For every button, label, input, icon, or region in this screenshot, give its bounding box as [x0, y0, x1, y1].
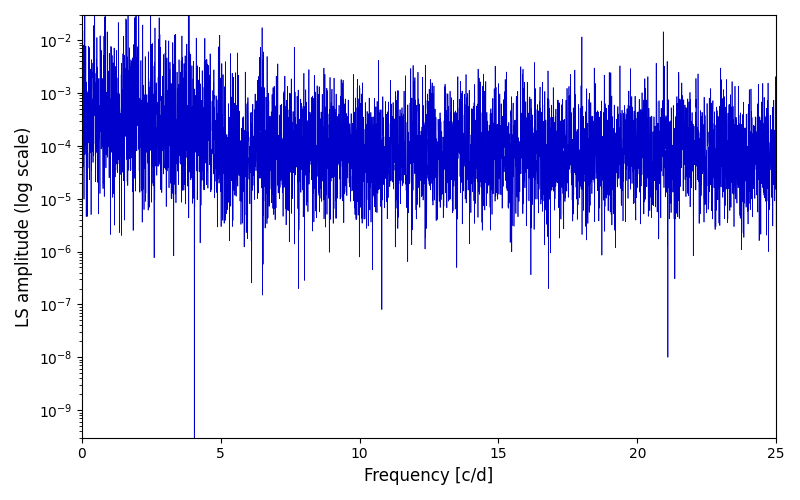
Y-axis label: LS amplitude (log scale): LS amplitude (log scale): [15, 126, 33, 326]
X-axis label: Frequency [c/d]: Frequency [c/d]: [364, 467, 494, 485]
